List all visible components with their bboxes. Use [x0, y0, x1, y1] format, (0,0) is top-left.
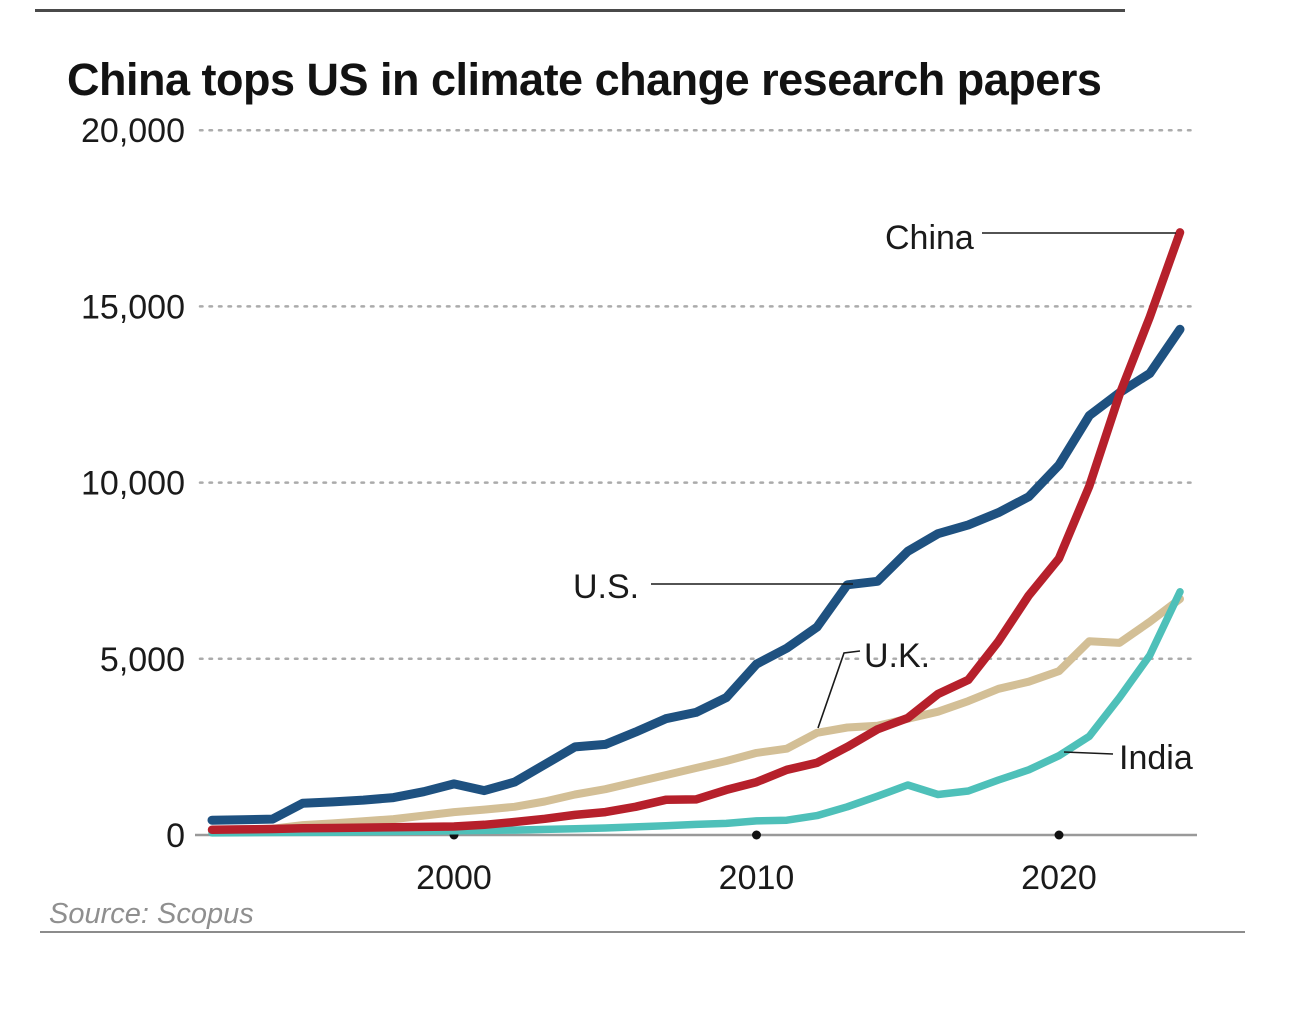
x-axis-label-2010: 2010: [719, 859, 795, 897]
series-line-uk: [208, 594, 1184, 835]
series-label-uk: U.K.: [864, 637, 930, 675]
y-axis-label-5000: 5,000: [100, 641, 185, 679]
leader-line-india: [1063, 751, 1114, 755]
x-tick-dot-2020: [1054, 830, 1064, 840]
series-label-india: India: [1119, 739, 1193, 777]
top-divider: [35, 9, 1125, 12]
x-axis-label-2000: 2000: [416, 859, 492, 897]
y-axis-label-0: 0: [166, 817, 185, 855]
series-label-china: China: [885, 219, 974, 257]
source-caption: Source: Scopus: [49, 898, 254, 930]
x-axis-label-2020: 2020: [1021, 859, 1097, 897]
y-axis-label-20000: 20,000: [81, 112, 185, 150]
leader-line-uk: [817, 650, 861, 729]
bottom-divider: [40, 931, 1245, 933]
page-title: China tops US in climate change research…: [67, 54, 1102, 106]
series-line-china: [207, 228, 1185, 834]
series-label-us: U.S.: [573, 568, 639, 606]
y-axis-label-15000: 15,000: [81, 288, 185, 326]
series-line-us: [207, 324, 1185, 825]
y-axis-label-10000: 10,000: [81, 465, 185, 503]
x-tick-dot-2010: [752, 830, 761, 840]
